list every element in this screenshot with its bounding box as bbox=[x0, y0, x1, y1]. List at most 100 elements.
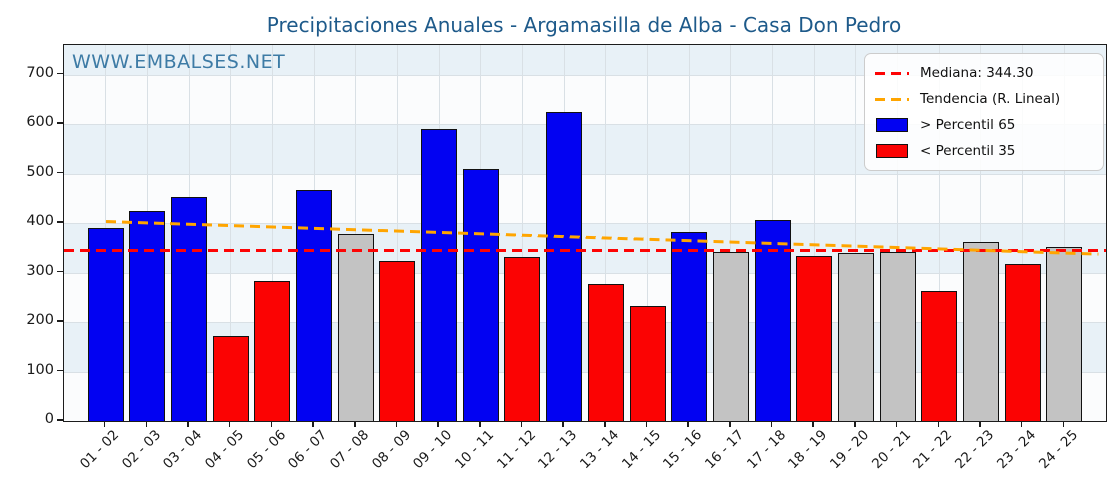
y-tick-label: 400 bbox=[26, 213, 54, 230]
x-tick-mark bbox=[1062, 421, 1065, 427]
legend-item-trend: Tendencia (R. Lineal) bbox=[873, 86, 1095, 112]
x-tick-mark bbox=[604, 421, 606, 427]
bar-16-17 bbox=[712, 251, 749, 421]
bar-06-07 bbox=[296, 190, 333, 421]
vertical-gridline bbox=[730, 45, 732, 421]
y-tick-mark bbox=[57, 270, 63, 273]
y-tick-mark bbox=[57, 419, 63, 421]
vertical-gridline bbox=[271, 45, 273, 421]
x-tick-label: 24 - 25 bbox=[1035, 427, 1081, 473]
legend-trend-label: Tendencia (R. Lineal) bbox=[920, 91, 1061, 107]
x-tick-mark bbox=[895, 421, 898, 427]
horizontal-gridline bbox=[64, 124, 1106, 126]
x-tick-label: 18 - 19 bbox=[785, 427, 831, 473]
vertical-gridline bbox=[855, 45, 857, 421]
bar-07-08 bbox=[337, 234, 374, 421]
horizontal-gridline bbox=[64, 74, 1106, 76]
y-tick-mark bbox=[57, 171, 63, 174]
y-tick-label: 500 bbox=[26, 163, 54, 180]
x-tick-label: 03 - 04 bbox=[160, 427, 206, 473]
x-tick-label: 11 - 12 bbox=[493, 427, 539, 473]
x-tick-mark bbox=[687, 421, 689, 427]
y-tick-mark bbox=[57, 72, 63, 75]
bar-17-18 bbox=[754, 220, 791, 421]
x-tick-mark bbox=[520, 421, 523, 427]
x-tick-label: 13 - 14 bbox=[577, 427, 623, 473]
x-tick-mark bbox=[145, 421, 148, 427]
chart-title: Precipitaciones Anuales - Argamasilla de… bbox=[266, 13, 902, 37]
bar-21-22 bbox=[921, 291, 958, 421]
x-tick-label: 23 - 24 bbox=[993, 427, 1039, 473]
x-tick-label: 02 - 03 bbox=[118, 427, 164, 473]
y-tick-mark bbox=[57, 221, 63, 223]
vertical-gridline bbox=[355, 45, 357, 421]
vertical-gridline bbox=[897, 45, 899, 421]
bar-02-03 bbox=[129, 210, 166, 421]
x-tick-mark bbox=[979, 421, 981, 427]
x-tick-label: 20 - 21 bbox=[868, 427, 914, 473]
x-tick-mark bbox=[645, 421, 648, 427]
vertical-gridline bbox=[980, 45, 982, 421]
bar-22-23 bbox=[962, 242, 999, 421]
median-line bbox=[64, 249, 1106, 253]
y-tick-label: 200 bbox=[26, 312, 54, 329]
bar-09-10 bbox=[421, 128, 458, 421]
vertical-gridline bbox=[813, 45, 815, 421]
watermark: WWW.EMBALSES.NET bbox=[72, 51, 286, 73]
x-tick-mark bbox=[562, 421, 564, 427]
trend-dash-icon bbox=[875, 97, 909, 101]
vertical-gridline bbox=[1022, 45, 1024, 421]
x-tick-label: 01 - 02 bbox=[76, 427, 123, 473]
x-tick-mark bbox=[354, 421, 356, 427]
legend-p35-label: < Percentil 35 bbox=[920, 143, 1016, 159]
y-tick-mark bbox=[57, 320, 63, 322]
x-tick-mark bbox=[187, 421, 189, 427]
bar-20-21 bbox=[879, 251, 916, 421]
legend-item-p65: > Percentil 65 bbox=[873, 112, 1095, 138]
x-tick-mark bbox=[854, 421, 856, 427]
horizontal-gridline bbox=[64, 322, 1106, 324]
x-tick-mark bbox=[1020, 421, 1023, 427]
x-tick-mark bbox=[395, 421, 398, 427]
horizontal-gridline bbox=[64, 371, 1106, 373]
bar-10-11 bbox=[462, 169, 499, 421]
vertical-gridline bbox=[647, 45, 649, 421]
bar-12-13 bbox=[546, 111, 583, 421]
bar-04-05 bbox=[212, 335, 249, 421]
legend: Mediana: 344.30 Tendencia (R. Lineal) > … bbox=[864, 53, 1104, 171]
legend-median-label: Mediana: 344.30 bbox=[920, 65, 1034, 81]
x-tick-mark bbox=[270, 421, 273, 427]
bar-15-16 bbox=[671, 231, 708, 421]
x-tick-mark bbox=[437, 421, 439, 427]
y-tick-mark bbox=[57, 122, 63, 124]
horizontal-gridline bbox=[64, 173, 1106, 175]
x-tick-label: 04 - 05 bbox=[201, 427, 248, 473]
y-tick-label: 700 bbox=[26, 64, 54, 81]
y-tick-mark bbox=[57, 369, 63, 372]
x-tick-label: 05 - 06 bbox=[243, 427, 289, 473]
bar-03-04 bbox=[171, 197, 208, 421]
horizontal-gridline bbox=[64, 272, 1106, 274]
x-tick-label: 06 - 07 bbox=[285, 427, 331, 473]
x-tick-label: 19 - 20 bbox=[827, 427, 873, 473]
percentil65-swatch-icon bbox=[876, 118, 908, 132]
x-tick-mark bbox=[729, 421, 731, 427]
vertical-gridline bbox=[605, 45, 607, 421]
percentil35-swatch-icon bbox=[876, 144, 908, 158]
bar-14-15 bbox=[629, 305, 666, 421]
x-tick-label: 17 - 18 bbox=[743, 427, 789, 473]
x-tick-mark bbox=[312, 421, 314, 427]
x-tick-label: 08 - 09 bbox=[368, 427, 414, 473]
y-tick-label: 600 bbox=[26, 114, 54, 131]
bar-13-14 bbox=[587, 284, 624, 421]
vertical-gridline bbox=[938, 45, 940, 421]
median-dash-icon bbox=[875, 71, 909, 75]
legend-item-p35: < Percentil 35 bbox=[873, 138, 1095, 164]
vertical-gridline bbox=[230, 45, 232, 421]
x-tick-mark bbox=[812, 421, 814, 427]
x-tick-mark bbox=[937, 421, 940, 427]
x-tick-label: 07 - 08 bbox=[326, 427, 373, 473]
bar-05-06 bbox=[254, 281, 291, 421]
horizontal-gridline bbox=[64, 223, 1106, 225]
y-tick-label: 300 bbox=[26, 262, 54, 279]
